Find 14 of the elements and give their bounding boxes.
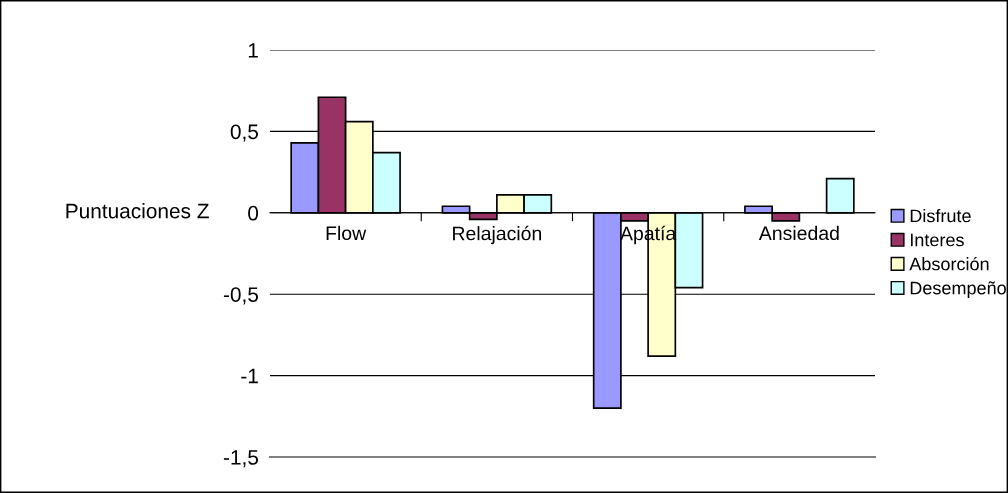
- y-tick-label: 1: [248, 43, 258, 58]
- legend-label: Absorción: [909, 256, 989, 271]
- y-axis-title: Puntuaciones Z: [66, 203, 209, 219]
- y-tick-label: 0,5: [230, 124, 259, 142]
- y-tick-label: -1,5: [223, 450, 259, 468]
- legend-label: Interes: [910, 233, 964, 247]
- x-tick-label: Flow: [326, 225, 367, 241]
- x-tick-label: Relajación: [453, 225, 542, 245]
- legend-label: Disfrute: [910, 209, 971, 223]
- legend-label: Desempeño: [910, 281, 1006, 298]
- y-tick-label: 0: [248, 205, 259, 221]
- y-tick-label: -0,5: [223, 287, 259, 305]
- x-tick-label: Ansiedad: [758, 225, 839, 241]
- y-tick-label: -1: [241, 368, 258, 384]
